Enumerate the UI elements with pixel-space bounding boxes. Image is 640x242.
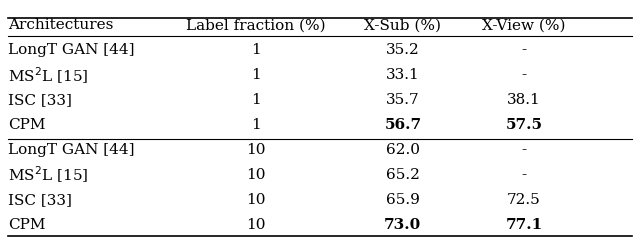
Text: 1: 1 xyxy=(252,93,261,107)
Text: 65.2: 65.2 xyxy=(386,168,420,182)
Text: 56.7: 56.7 xyxy=(384,118,421,132)
Text: 65.9: 65.9 xyxy=(386,193,420,207)
Text: 10: 10 xyxy=(246,218,266,232)
Text: -: - xyxy=(522,143,527,157)
Text: X-Sub (%): X-Sub (%) xyxy=(364,18,442,32)
Text: CPM: CPM xyxy=(8,118,45,132)
Text: 77.1: 77.1 xyxy=(506,218,543,232)
Text: 35.2: 35.2 xyxy=(386,43,420,57)
Text: 38.1: 38.1 xyxy=(507,93,541,107)
Text: 1: 1 xyxy=(252,118,261,132)
Text: -: - xyxy=(522,168,527,182)
Text: 10: 10 xyxy=(246,193,266,207)
Text: CPM: CPM xyxy=(8,218,45,232)
Text: 73.0: 73.0 xyxy=(384,218,422,232)
Text: X-View (%): X-View (%) xyxy=(482,18,566,32)
Text: Architectures: Architectures xyxy=(8,18,113,32)
Text: 1: 1 xyxy=(252,68,261,82)
Text: 10: 10 xyxy=(246,168,266,182)
Text: 10: 10 xyxy=(246,143,266,157)
Text: ISC [33]: ISC [33] xyxy=(8,193,72,207)
Text: -: - xyxy=(522,43,527,57)
Text: 35.7: 35.7 xyxy=(386,93,420,107)
Text: 33.1: 33.1 xyxy=(386,68,420,82)
Text: 72.5: 72.5 xyxy=(507,193,541,207)
Text: LongT GAN [44]: LongT GAN [44] xyxy=(8,43,134,57)
Text: MS$^2$L [15]: MS$^2$L [15] xyxy=(8,65,88,85)
Text: -: - xyxy=(522,68,527,82)
Text: MS$^2$L [15]: MS$^2$L [15] xyxy=(8,165,88,185)
Text: ISC [33]: ISC [33] xyxy=(8,93,72,107)
Text: LongT GAN [44]: LongT GAN [44] xyxy=(8,143,134,157)
Text: 1: 1 xyxy=(252,43,261,57)
Text: 62.0: 62.0 xyxy=(386,143,420,157)
Text: Label fraction (%): Label fraction (%) xyxy=(186,18,326,32)
Text: 57.5: 57.5 xyxy=(506,118,543,132)
